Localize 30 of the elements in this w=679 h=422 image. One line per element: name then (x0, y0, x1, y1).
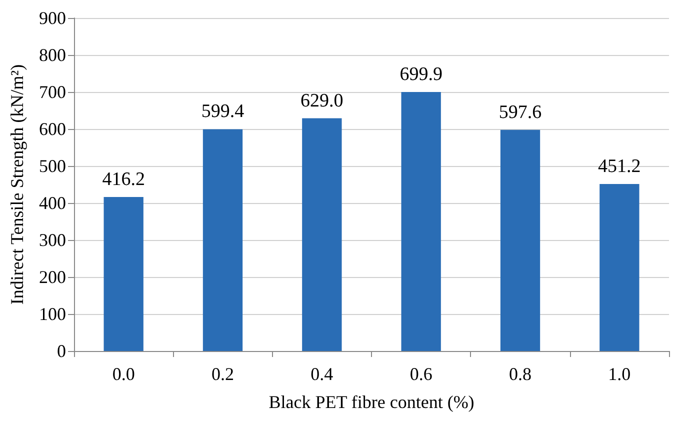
bar (600, 184, 640, 351)
x-tick-label: 0.2 (212, 364, 234, 384)
data-label: 416.2 (102, 169, 145, 190)
y-tick-label: 700 (39, 82, 66, 102)
y-tick-label: 100 (39, 304, 66, 324)
x-axis-title: Black PET fibre content (%) (268, 392, 474, 412)
x-tick-label: 0.4 (310, 364, 334, 384)
bar (302, 118, 342, 351)
y-tick-label: 800 (39, 45, 66, 65)
y-axis-title: Indirect Tensile Strength (kN/m²) (7, 64, 27, 305)
data-label: 597.6 (498, 102, 542, 123)
y-tick-label: 900 (39, 8, 66, 28)
data-label: 599.4 (201, 101, 245, 122)
y-tick-label: 0 (57, 341, 66, 361)
bar (401, 92, 441, 351)
y-tick-label: 400 (39, 193, 66, 213)
x-tick-label: 0.0 (112, 364, 135, 384)
y-tick-label: 300 (39, 230, 66, 250)
x-tick-label: 0.6 (410, 364, 432, 384)
x-tick-label: 0.8 (509, 364, 532, 384)
y-tick-label: 200 (39, 267, 66, 287)
bar (104, 197, 144, 351)
y-tick-label: 500 (39, 156, 66, 176)
data-label: 629.0 (300, 90, 344, 112)
data-label: 451.2 (598, 156, 641, 178)
x-tick-label: 1.0 (608, 364, 631, 384)
bar (202, 129, 243, 351)
data-label: 699.9 (400, 64, 442, 86)
y-tick-label: 600 (39, 119, 66, 139)
bar (500, 130, 540, 351)
